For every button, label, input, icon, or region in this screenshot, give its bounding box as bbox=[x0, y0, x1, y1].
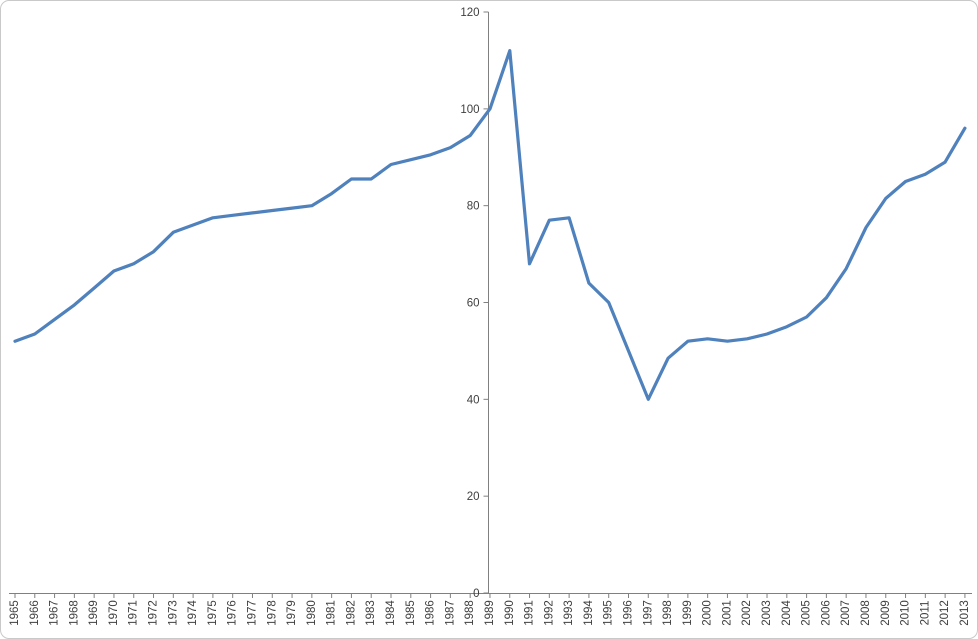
x-axis-label: 2005 bbox=[801, 600, 813, 626]
x-axis-label: 1981 bbox=[326, 600, 338, 626]
x-axis-label: 1982 bbox=[345, 600, 357, 626]
x-axis-label: 2002 bbox=[741, 600, 753, 626]
x-axis-label: 1988 bbox=[464, 600, 476, 626]
data-series-line bbox=[13, 49, 967, 401]
x-axis-label: 1999 bbox=[682, 600, 694, 626]
x-axis-label: 1986 bbox=[425, 600, 437, 626]
x-axis-label: 1979 bbox=[286, 600, 298, 626]
x-axis-label: 1980 bbox=[306, 600, 318, 626]
x-axis-label: 2006 bbox=[820, 600, 832, 626]
x-axis-label: 2003 bbox=[761, 600, 773, 626]
x-axis-label: 2010 bbox=[900, 600, 912, 626]
x-axis-label: 2009 bbox=[880, 600, 892, 626]
x-axis-label: 1978 bbox=[266, 600, 278, 626]
y-axis-label: 100 bbox=[460, 104, 479, 116]
x-axis-label: 1989 bbox=[484, 600, 496, 626]
y-axis-label: 40 bbox=[467, 394, 480, 406]
x-axis-label: 1970 bbox=[108, 600, 120, 626]
y-axis-label: 20 bbox=[467, 491, 480, 503]
axis-labels-layer: 0 20 40 60 80 100 120 1965 1966 1967 1968 1969 1970 1… bbox=[9, 7, 971, 626]
x-axis-label: 1998 bbox=[662, 600, 674, 626]
x-axis-label: 1973 bbox=[167, 600, 179, 626]
x-axis-label: 2012 bbox=[939, 600, 951, 626]
x-axis-label: 1985 bbox=[405, 600, 417, 626]
x-axis-label: 2008 bbox=[860, 600, 872, 626]
x-axis-label: 2013 bbox=[959, 600, 971, 626]
x-axis-label: 1972 bbox=[148, 600, 160, 626]
x-axis-label: 1977 bbox=[246, 600, 258, 626]
x-axis-label: 1976 bbox=[227, 600, 239, 626]
x-axis-label: 1965 bbox=[9, 600, 21, 626]
x-axis-label: 1991 bbox=[524, 600, 536, 626]
x-axis-label: 2007 bbox=[840, 600, 852, 626]
x-axis-label: 1995 bbox=[603, 600, 615, 626]
x-axis-label: 1967 bbox=[49, 600, 61, 626]
x-axis-label: 1992 bbox=[543, 600, 555, 626]
x-axis-label: 1983 bbox=[365, 600, 377, 626]
x-axis-label: 1996 bbox=[622, 600, 634, 626]
x-axis-label: 2001 bbox=[721, 600, 733, 626]
x-axis-label: 1974 bbox=[187, 600, 199, 626]
axes-layer bbox=[9, 11, 972, 598]
y-axis-label: 120 bbox=[460, 7, 479, 19]
series-layer bbox=[13, 49, 967, 401]
x-axis-label: 1969 bbox=[88, 600, 100, 626]
x-axis-label: 1997 bbox=[642, 600, 654, 626]
y-axis-label: 60 bbox=[467, 298, 480, 310]
x-axis-label: 1966 bbox=[29, 600, 41, 626]
x-axis-label: 1990 bbox=[504, 600, 516, 626]
x-axis-label: 1993 bbox=[563, 600, 575, 626]
y-axis-label: 0 bbox=[473, 588, 479, 600]
x-axis-label: 2011 bbox=[919, 601, 931, 626]
y-axis-label: 80 bbox=[467, 201, 480, 213]
x-axis-label: 1994 bbox=[583, 600, 595, 626]
x-axis-label: 1987 bbox=[444, 600, 456, 626]
x-axis-label: 1975 bbox=[207, 600, 219, 626]
x-axis-label: 2000 bbox=[702, 600, 714, 626]
x-axis-label: 1968 bbox=[68, 600, 80, 626]
x-axis-label: 1971 bbox=[128, 600, 140, 626]
x-axis-label: 1984 bbox=[385, 600, 397, 626]
x-axis-label: 2004 bbox=[781, 600, 793, 626]
